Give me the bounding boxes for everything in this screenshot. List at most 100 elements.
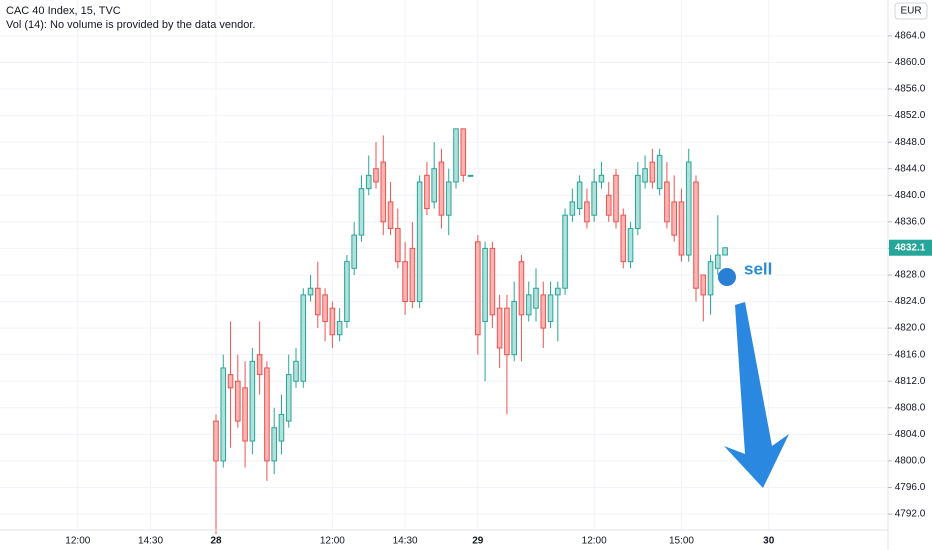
candle bbox=[256, 321, 263, 395]
y-tick-label: 4864.0 bbox=[895, 31, 926, 42]
candle-body bbox=[722, 247, 728, 256]
candle bbox=[671, 175, 677, 242]
candle-body bbox=[569, 201, 576, 216]
candle-body bbox=[242, 387, 248, 442]
candle bbox=[213, 414, 219, 534]
candle bbox=[715, 215, 721, 275]
candle-body bbox=[424, 174, 430, 210]
candle bbox=[344, 255, 350, 329]
candle-body bbox=[351, 234, 357, 269]
x-tick-label: 12:00 bbox=[582, 536, 607, 547]
y-tick-label: 4804.0 bbox=[895, 429, 926, 440]
candle-body bbox=[409, 247, 416, 303]
candle bbox=[635, 162, 641, 236]
candle-body bbox=[707, 261, 714, 296]
candle bbox=[533, 268, 539, 322]
candle bbox=[562, 208, 568, 295]
candle-body bbox=[329, 307, 336, 336]
candle-body bbox=[605, 194, 612, 216]
y-tick-label: 4852.0 bbox=[895, 110, 926, 121]
candle-body bbox=[395, 227, 401, 263]
candle-body bbox=[642, 168, 648, 183]
axes: 4792.0 4796.0 4800.0 4804.0 4808.0 4812.0 4816… bbox=[65, 31, 925, 547]
candle bbox=[467, 174, 474, 177]
candle-body bbox=[285, 374, 292, 422]
candle bbox=[285, 354, 292, 428]
candle-body bbox=[467, 174, 474, 177]
candle bbox=[678, 188, 685, 262]
candle bbox=[511, 281, 517, 362]
candle bbox=[598, 162, 605, 189]
candle bbox=[271, 407, 277, 475]
candle bbox=[620, 208, 627, 269]
candle bbox=[351, 221, 357, 275]
x-tick-label: 14:30 bbox=[393, 536, 418, 547]
candle-body bbox=[518, 261, 525, 316]
candle bbox=[315, 261, 321, 329]
y-tick-label: 4812.0 bbox=[895, 376, 926, 387]
candle bbox=[525, 281, 532, 322]
candle-body bbox=[344, 261, 350, 322]
candle bbox=[358, 175, 365, 242]
candle-body bbox=[322, 294, 328, 322]
candle bbox=[373, 142, 379, 189]
candle bbox=[416, 175, 423, 309]
currency-label[interactable]: EUR bbox=[900, 6, 921, 17]
candle-body bbox=[511, 301, 517, 356]
candle bbox=[365, 155, 372, 196]
candle-body bbox=[584, 201, 590, 223]
candle-body bbox=[416, 181, 423, 303]
candle bbox=[642, 155, 648, 189]
candle bbox=[576, 175, 583, 216]
candle-body bbox=[576, 181, 583, 210]
y-tick-label: 4816.0 bbox=[895, 349, 926, 360]
candle bbox=[722, 247, 728, 256]
candle-body bbox=[656, 154, 663, 190]
down-arrow bbox=[724, 302, 789, 488]
candle-body bbox=[380, 161, 387, 223]
candle-body bbox=[685, 161, 692, 256]
y-tick-label: 4844.0 bbox=[895, 163, 926, 174]
candle bbox=[235, 354, 241, 428]
x-tick-label: 14:30 bbox=[138, 536, 163, 547]
candle bbox=[329, 301, 336, 349]
candle-body bbox=[336, 320, 343, 336]
candle-body bbox=[213, 420, 219, 462]
candle-body bbox=[271, 427, 277, 462]
candle-body bbox=[460, 128, 467, 176]
candle bbox=[700, 274, 707, 322]
x-tick-label: 28 bbox=[210, 536, 222, 547]
y-tick-label: 4860.0 bbox=[895, 57, 926, 68]
y-tick-label: 4824.0 bbox=[895, 296, 926, 307]
candle bbox=[613, 168, 619, 229]
candle bbox=[627, 221, 634, 269]
candle bbox=[307, 274, 314, 302]
candle-body bbox=[256, 354, 263, 376]
candle bbox=[555, 281, 561, 342]
candle-body bbox=[387, 201, 394, 229]
candle-body bbox=[598, 174, 605, 183]
candle-body bbox=[613, 174, 619, 223]
candle bbox=[685, 148, 692, 262]
candle bbox=[693, 175, 699, 302]
candle-body bbox=[715, 254, 721, 269]
currency-button[interactable] bbox=[894, 2, 928, 20]
candle-body bbox=[664, 181, 670, 223]
candle bbox=[664, 162, 670, 229]
last-price-label: 4832.1 bbox=[895, 242, 926, 253]
candle-body bbox=[533, 287, 539, 309]
candle-body bbox=[562, 214, 568, 289]
candle bbox=[707, 255, 714, 315]
y-tick-label: 4836.0 bbox=[895, 216, 926, 227]
x-tick-label: 12:00 bbox=[320, 536, 345, 547]
candle bbox=[300, 288, 307, 388]
candle-body bbox=[220, 367, 227, 462]
candle-body bbox=[693, 181, 699, 289]
candle-body bbox=[235, 380, 241, 422]
candle-body bbox=[547, 294, 554, 322]
candle bbox=[605, 181, 612, 222]
candle-body bbox=[504, 307, 510, 356]
candle bbox=[438, 148, 445, 229]
candle-body bbox=[555, 287, 561, 296]
candle bbox=[293, 348, 299, 388]
